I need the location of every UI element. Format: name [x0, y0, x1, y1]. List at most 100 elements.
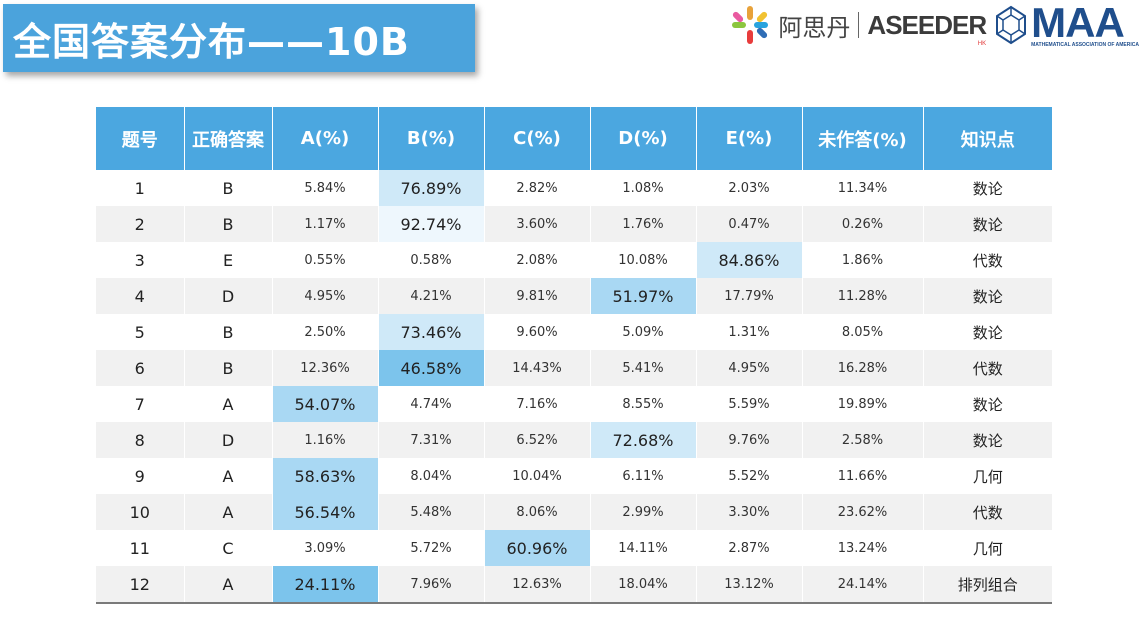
cell-b: 5.48%: [378, 494, 485, 530]
asi-logo-text: 阿思丹: [778, 13, 851, 42]
cell-correct-answer: C: [184, 530, 273, 566]
asi-star-icon: [730, 3, 770, 47]
header-question-number: 题号: [96, 107, 185, 170]
cell-b: 46.58%: [378, 350, 485, 386]
cell-d: 2.99%: [590, 494, 697, 530]
cell-b: 8.04%: [378, 458, 485, 494]
cell-e: 2.03%: [696, 170, 803, 206]
cell-c: 12.63%: [484, 566, 591, 603]
cell-b: 92.74%: [378, 206, 485, 242]
table-row: 8 D 1.16% 7.31% 6.52% 72.68% 9.76% 2.58% 数论: [96, 422, 1052, 458]
cell-question-number: 6: [96, 350, 185, 386]
cell-topic: 代数: [923, 242, 1052, 278]
cell-e: 3.30%: [696, 494, 803, 530]
cell-e: 5.59%: [696, 386, 803, 422]
cell-c: 9.81%: [484, 278, 591, 314]
cell-c: 8.06%: [484, 494, 591, 530]
table-row: 9 A 58.63% 8.04% 10.04% 6.11% 5.52% 11.66% 几何: [96, 458, 1052, 494]
title-banner: 全国答案分布——10B: [3, 4, 475, 72]
cell-c: 6.52%: [484, 422, 591, 458]
cell-e: 5.52%: [696, 458, 803, 494]
cell-correct-answer: A: [184, 566, 273, 603]
answer-distribution-table: 题号 正确答案 A(%) B(%) C(%) D(%) E(%) 未作答(%) …: [96, 107, 1052, 604]
cell-e: 84.86%: [696, 242, 803, 278]
cell-correct-answer: A: [184, 494, 273, 530]
cell-e: 0.47%: [696, 206, 803, 242]
cell-c: 10.04%: [484, 458, 591, 494]
cell-b: 7.31%: [378, 422, 485, 458]
cell-e: 2.87%: [696, 530, 803, 566]
cell-question-number: 12: [96, 566, 185, 603]
cell-c: 3.60%: [484, 206, 591, 242]
cell-question-number: 2: [96, 206, 185, 242]
cell-d: 51.97%: [590, 278, 697, 314]
cell-a: 1.17%: [272, 206, 379, 242]
cell-question-number: 5: [96, 314, 185, 350]
table-row: 5 B 2.50% 73.46% 9.60% 5.09% 1.31% 8.05% 数论: [96, 314, 1052, 350]
maa-logo-sub: MATHEMATICAL ASSOCIATION OF AMERICA: [1031, 42, 1139, 48]
header-topic: 知识点: [923, 107, 1052, 170]
table-header-row: 题号 正确答案 A(%) B(%) C(%) D(%) E(%) 未作答(%) …: [96, 107, 1052, 170]
cell-d: 10.08%: [590, 242, 697, 278]
cell-b: 4.74%: [378, 386, 485, 422]
cell-a: 2.50%: [272, 314, 379, 350]
cell-d: 1.08%: [590, 170, 697, 206]
cell-question-number: 9: [96, 458, 185, 494]
cell-unanswered: 0.26%: [802, 206, 924, 242]
cell-topic: 代数: [923, 494, 1052, 530]
header-b: B(%): [378, 107, 485, 170]
cell-unanswered: 16.28%: [802, 350, 924, 386]
cell-c: 2.82%: [484, 170, 591, 206]
maa-logo-text: MAA: [1031, 0, 1125, 46]
header-e: E(%): [696, 107, 803, 170]
cell-e: 4.95%: [696, 350, 803, 386]
cell-c: 60.96%: [484, 530, 591, 566]
cell-unanswered: 11.66%: [802, 458, 924, 494]
cell-topic: 数论: [923, 278, 1052, 314]
cell-a: 56.54%: [272, 494, 379, 530]
cell-unanswered: 19.89%: [802, 386, 924, 422]
cell-b: 0.58%: [378, 242, 485, 278]
table-row: 12 A 24.11% 7.96% 12.63% 18.04% 13.12% 24.14% 排列…: [96, 566, 1052, 603]
header-a: A(%): [272, 107, 379, 170]
cell-a: 5.84%: [272, 170, 379, 206]
cell-c: 9.60%: [484, 314, 591, 350]
cell-correct-answer: B: [184, 170, 273, 206]
cell-a: 58.63%: [272, 458, 379, 494]
cell-d: 5.09%: [590, 314, 697, 350]
cell-topic: 代数: [923, 350, 1052, 386]
cell-topic: 数论: [923, 386, 1052, 422]
cell-a: 1.16%: [272, 422, 379, 458]
maa-logo: MAA MATHEMATICAL ASSOCIATION OF AMERICA: [994, 2, 1139, 48]
cell-d: 1.76%: [590, 206, 697, 242]
cell-a: 54.07%: [272, 386, 379, 422]
table-row: 1 B 5.84% 76.89% 2.82% 1.08% 2.03% 11.34% 数论: [96, 170, 1052, 206]
cell-question-number: 8: [96, 422, 185, 458]
aseeder-logo-sub: HK: [977, 40, 987, 47]
cell-e: 9.76%: [696, 422, 803, 458]
cell-unanswered: 11.28%: [802, 278, 924, 314]
header-correct-answer: 正确答案: [184, 107, 273, 170]
cell-correct-answer: A: [184, 458, 273, 494]
cell-question-number: 1: [96, 170, 185, 206]
cell-question-number: 10: [96, 494, 185, 530]
cell-unanswered: 24.14%: [802, 566, 924, 603]
table-row: 10 A 56.54% 5.48% 8.06% 2.99% 3.30% 23.62% 代数: [96, 494, 1052, 530]
maa-polyhedron-icon: [996, 5, 1027, 45]
cell-c: 2.08%: [484, 242, 591, 278]
cell-b: 4.21%: [378, 278, 485, 314]
cell-unanswered: 1.86%: [802, 242, 924, 278]
cell-b: 7.96%: [378, 566, 485, 603]
cell-correct-answer: B: [184, 206, 273, 242]
cell-c: 7.16%: [484, 386, 591, 422]
header-unanswered: 未作答(%): [802, 107, 924, 170]
cell-c: 14.43%: [484, 350, 591, 386]
cell-d: 6.11%: [590, 458, 697, 494]
cell-d: 72.68%: [590, 422, 697, 458]
cell-topic: 数论: [923, 206, 1052, 242]
cell-topic: 几何: [923, 530, 1052, 566]
page-title: 全国答案分布——10B: [13, 19, 410, 64]
cell-d: 14.11%: [590, 530, 697, 566]
cell-a: 4.95%: [272, 278, 379, 314]
cell-correct-answer: B: [184, 314, 273, 350]
